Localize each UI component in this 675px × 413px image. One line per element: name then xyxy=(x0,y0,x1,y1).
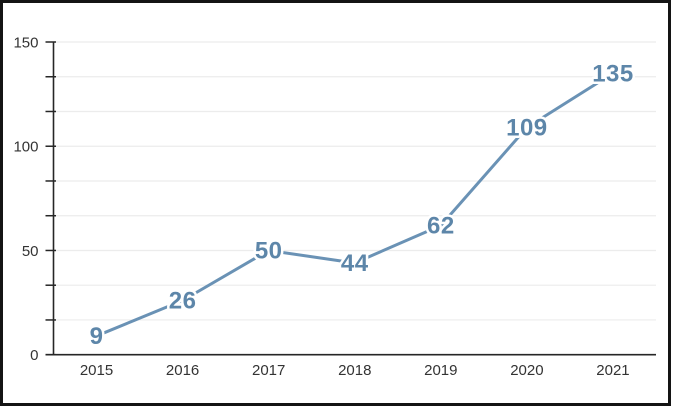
y-axis-tick-label: 0 xyxy=(30,347,38,364)
x-axis-category-label: 2016 xyxy=(166,362,199,379)
series-line xyxy=(95,71,615,338)
data-point-label: 135 xyxy=(592,60,634,87)
data-point-label: 9 xyxy=(90,323,104,350)
x-axis-category-label: 2018 xyxy=(338,362,371,379)
x-axis-category-label: 2019 xyxy=(424,362,457,379)
y-axis-tick-label: 150 xyxy=(13,35,38,52)
x-axis-category-label: 2021 xyxy=(596,362,629,379)
y-axis-tick-label: 100 xyxy=(13,139,38,156)
x-axis-category-label: 2020 xyxy=(510,362,543,379)
chart-frame-border xyxy=(0,0,671,406)
data-point-label: 109 xyxy=(506,114,548,141)
data-point-label: 44 xyxy=(341,250,369,277)
data-point-label: 26 xyxy=(169,287,197,314)
x-axis-category-label: 2017 xyxy=(252,362,285,379)
x-axis-category-label: 2015 xyxy=(80,362,113,379)
y-axis-tick-label: 50 xyxy=(22,243,39,260)
data-point-label: 62 xyxy=(427,212,455,239)
data-point-label: 50 xyxy=(255,237,283,264)
